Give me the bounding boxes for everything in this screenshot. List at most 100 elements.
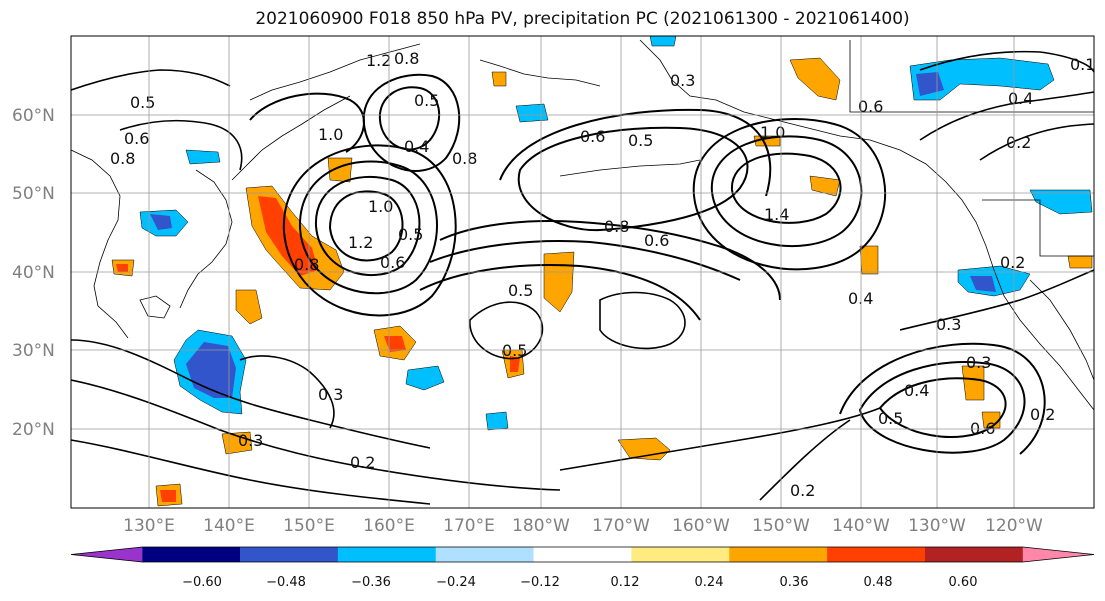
shade-neg-11: [485, 411, 509, 431]
contour-label: 0.5: [878, 409, 903, 428]
contour-label: 0.8: [294, 255, 319, 274]
colorbar-tick-label: −0.24: [436, 575, 476, 590]
contour-label: 0.2: [1000, 253, 1025, 272]
contour-label: 0.2: [1006, 133, 1031, 152]
contour-label: 0.5: [398, 225, 423, 244]
contour-label: 0.6: [644, 231, 669, 250]
contour-label: 0.5: [628, 131, 653, 150]
contour-label: 1.2: [366, 51, 391, 70]
contour-label: 1.0: [760, 123, 785, 142]
contour-label: 0.6: [858, 97, 883, 116]
contour-label: 1.0: [318, 125, 343, 144]
lat-label: 30°N: [12, 341, 55, 361]
contour-labels: 1.2 0.8 0.5 0.6 0.8 1.0 0.5 0.6 0.8 0.5 …: [110, 49, 1095, 500]
colorbar-tick-label: −0.60: [182, 575, 222, 590]
contour-label: 0.1: [1070, 55, 1095, 74]
contour-label: 0.2: [1030, 405, 1055, 424]
lat-label: 60°N: [12, 106, 55, 126]
colorbar-outline: [70, 546, 1095, 563]
colorbar-extension-high: [1022, 547, 1094, 562]
shade-pos-5: [384, 336, 406, 352]
shade-neg-12: [515, 103, 549, 123]
contour-label: 0.3: [936, 315, 961, 334]
lon-label: 160°E: [363, 516, 415, 536]
colorbar-tick-label: −0.36: [351, 575, 391, 590]
contour-label: 0.2: [350, 453, 375, 472]
colorbar-extension-low: [71, 547, 143, 562]
contour-label: 0.5: [502, 341, 527, 360]
colorbar-segment: [924, 547, 1024, 562]
contour-label: 0.8: [604, 217, 629, 236]
contour-label: 1.4: [764, 205, 789, 224]
lon-label: 150°W: [752, 516, 810, 536]
shade-pos-3: [235, 289, 263, 325]
contour-label: 1.0: [368, 197, 393, 216]
shade-neg-5: [909, 57, 1055, 101]
lon-label: 160°W: [672, 516, 730, 536]
gridlines: [71, 36, 1094, 508]
contour-label: 0.8: [394, 49, 419, 68]
contour-label: 0.8: [110, 149, 135, 168]
colorbar-segment: [240, 547, 339, 562]
colorbar-segment: [631, 547, 730, 562]
shade-neg-13: [185, 149, 221, 165]
contour-label: 0.2: [790, 481, 815, 500]
contour-label: 1.2: [348, 233, 373, 252]
shade-pos-15: [859, 245, 879, 275]
shade-pos-18: [116, 264, 128, 272]
lat-label: 50°N: [12, 184, 55, 204]
shade-pos-14: [789, 57, 841, 101]
map-title: 2021060900 F018 850 hPa PV, precipitatio…: [255, 9, 910, 29]
shade-pos-2: [258, 196, 318, 276]
colorbar-segment: [435, 547, 535, 562]
contour-label: 0.6: [580, 127, 605, 146]
colorbar-tick-label: 0.60: [949, 575, 978, 590]
shade-neg-8: [970, 276, 996, 292]
longitude-labels: 130°E 140°E 150°E 160°E 170°E 180°W 170°…: [123, 516, 1043, 536]
colorbar-tick-label: 0.48: [864, 575, 893, 590]
shade-pos-22: [491, 71, 507, 87]
lon-label: 130°W: [908, 516, 966, 536]
colorbar: −0.60 −0.48 −0.36 −0.24 −0.12 0.12 0.24 …: [70, 546, 1095, 590]
lon-label: 150°E: [283, 516, 335, 536]
colorbar-tick-label: 0.36: [780, 575, 809, 590]
map-plot-area: 1.2 0.8 0.5 0.6 0.8 1.0 0.5 0.6 0.8 0.5 …: [70, 35, 1095, 509]
contour-label: 0.4: [904, 381, 929, 400]
colorbar-segment: [827, 547, 926, 562]
lon-label: 140°E: [203, 516, 255, 536]
colorbar-segment: [337, 547, 437, 562]
contour-label: 0.6: [970, 419, 995, 438]
colorbar-tick-label: −0.12: [520, 575, 560, 590]
colorbar-tick-label: 0.24: [695, 575, 724, 590]
contour-label: 0.6: [124, 129, 149, 148]
shade-pos-12: [160, 490, 176, 502]
colorbar-segments: [70, 546, 1095, 563]
lon-label: 140°W: [832, 516, 890, 536]
contour-label: 0.5: [130, 93, 155, 112]
shade-pos-9: [510, 356, 520, 372]
latitude-labels: 60°N 50°N 40°N 30°N 20°N: [12, 106, 55, 440]
contour-label: 0.4: [1008, 89, 1033, 108]
contour-label: 0.3: [238, 431, 263, 450]
lon-label: 170°E: [443, 516, 495, 536]
colorbar-segment: [142, 547, 241, 562]
lon-label: 130°E: [123, 516, 175, 536]
lon-label: 170°W: [592, 516, 650, 536]
shade-pos-13: [961, 365, 985, 401]
contour-label: 0.3: [966, 353, 991, 372]
lon-label: 120°W: [985, 516, 1043, 536]
contour-label: 0.6: [380, 253, 405, 272]
contour-label: 0.3: [318, 385, 343, 404]
contour-label: 0.5: [508, 281, 533, 300]
contour-label: 0.3: [670, 71, 695, 90]
shade-pos-23: [1067, 255, 1093, 269]
colorbar-segment: [533, 547, 632, 562]
shade-pos-6: [543, 251, 575, 313]
coastlines: [70, 39, 1095, 411]
shade-neg-4: [150, 214, 172, 230]
colorbar-tick-label: 0.12: [611, 575, 640, 590]
lat-label: 40°N: [12, 263, 55, 283]
colorbar-segment: [729, 547, 828, 562]
colorbar-ticks: −0.60 −0.48 −0.36 −0.24 −0.12 0.12 0.24 …: [182, 575, 977, 590]
